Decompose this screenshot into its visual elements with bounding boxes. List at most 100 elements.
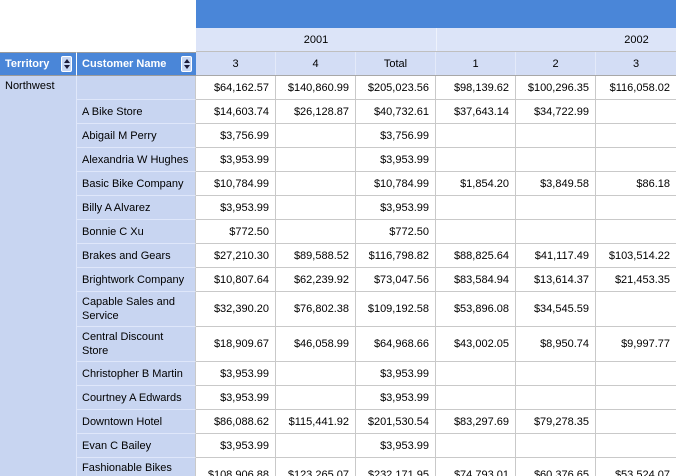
value-cell: $37,643.14	[436, 100, 516, 124]
quarter-header-2002-q1: 1	[436, 52, 516, 75]
value-cell: $3,953.99	[196, 434, 276, 458]
value-cell	[596, 196, 676, 220]
table-row: A Bike Store $14,603.74 $26,128.87 $40,7…	[77, 100, 676, 124]
value-cell: $3,953.99	[356, 434, 436, 458]
value-cell: $40,732.61	[356, 100, 436, 124]
value-cell: $10,784.99	[356, 172, 436, 196]
value-cell	[276, 196, 356, 220]
value-cell: $123,265.07	[276, 458, 356, 476]
table-row: Evan C Bailey $3,953.99 $3,953.99	[77, 434, 676, 458]
sort-asc-icon	[183, 59, 190, 63]
customer-cell: Alexandria W Hughes	[77, 148, 196, 172]
quarter-label: 2	[552, 57, 559, 70]
table-row: Courtney A Edwards $3,953.99 $3,953.99	[77, 386, 676, 410]
value-cell	[276, 148, 356, 172]
customer-column-header[interactable]: Customer Name	[77, 52, 196, 76]
value-cell	[516, 362, 596, 386]
customer-cell: Capable Sales and Service	[77, 292, 196, 327]
territory-group-cell: Northwest	[0, 76, 77, 476]
value-cell: $34,545.59	[516, 292, 596, 327]
value-cell: $13,614.37	[516, 268, 596, 292]
quarter-header-2001-q4: 4	[276, 52, 356, 75]
quarter-label: 3	[632, 57, 640, 70]
value-cell	[436, 196, 516, 220]
value-cell: $10,807.64	[196, 268, 276, 292]
value-cell: $3,756.99	[196, 124, 276, 148]
value-cell	[596, 362, 676, 386]
table-row: Fashionable Bikes and Accessories $108,9…	[77, 458, 676, 476]
value-cell	[436, 220, 516, 244]
value-cell: $205,023.56	[356, 76, 436, 100]
customer-cell: Courtney A Edwards	[77, 386, 196, 410]
value-cell: $201,530.54	[356, 410, 436, 434]
year-label-2002: 2002	[624, 33, 649, 46]
sort-asc-icon	[63, 59, 70, 63]
quarter-header-2001-total: Total	[356, 52, 436, 75]
value-cell: $3,953.99	[356, 386, 436, 410]
value-cell	[596, 100, 676, 124]
value-cell: $3,953.99	[356, 362, 436, 386]
value-cell: $32,390.20	[196, 292, 276, 327]
value-cell	[596, 386, 676, 410]
quarter-header-2002-q3: 3	[596, 52, 676, 75]
value-cell: $14,603.74	[196, 100, 276, 124]
value-cell	[276, 172, 356, 196]
value-cell: $3,756.99	[356, 124, 436, 148]
customer-cell: Billy A Alvarez	[77, 196, 196, 220]
customer-cell: Abigail M Perry	[77, 124, 196, 148]
value-cell: $83,584.94	[436, 268, 516, 292]
value-cell	[516, 434, 596, 458]
value-cell	[436, 148, 516, 172]
value-cell: $86.18	[596, 172, 676, 196]
table-row: Central Discount Store $18,909.67 $46,05…	[77, 327, 676, 362]
value-cell: $53,896.08	[436, 292, 516, 327]
value-cell	[436, 386, 516, 410]
value-cell: $60,376.65	[516, 458, 596, 476]
table-row: Downtown Hotel $86,088.62 $115,441.92 $2…	[77, 410, 676, 434]
value-cell: $1,854.20	[436, 172, 516, 196]
quarter-header-row: 3 4 Total 1 2 3	[196, 52, 676, 76]
value-cell: $64,968.66	[356, 327, 436, 362]
value-cell: $27,210.30	[196, 244, 276, 268]
territory-sort-button[interactable]	[61, 56, 72, 72]
value-cell: $3,953.99	[356, 196, 436, 220]
value-cell	[276, 124, 356, 148]
customer-sort-button[interactable]	[181, 56, 192, 72]
customer-cell: Brightwork Company	[77, 268, 196, 292]
territory-header-label: Territory	[5, 58, 50, 70]
customer-header-label: Customer Name	[82, 58, 167, 70]
territory-column-header[interactable]: Territory	[0, 52, 77, 76]
value-cell: $43,002.05	[436, 327, 516, 362]
table-row: Billy A Alvarez $3,953.99 $3,953.99	[77, 196, 676, 220]
table-row: $64,162.57 $140,860.99 $205,023.56 $98,1…	[77, 76, 676, 100]
value-cell	[276, 434, 356, 458]
quarter-header-2001-q3: 3	[196, 52, 276, 75]
value-cell: $772.50	[356, 220, 436, 244]
value-cell: $9,997.77	[596, 327, 676, 362]
value-cell	[596, 148, 676, 172]
value-cell	[516, 148, 596, 172]
year-group-2001: 2001	[196, 28, 436, 51]
value-cell	[596, 124, 676, 148]
value-cell: $21,453.35	[596, 268, 676, 292]
value-cell: $83,297.69	[436, 410, 516, 434]
value-cell: $3,849.58	[516, 172, 596, 196]
value-cell	[436, 434, 516, 458]
table-row: Christopher B Martin $3,953.99 $3,953.99	[77, 362, 676, 386]
value-cell	[596, 220, 676, 244]
value-cell	[516, 196, 596, 220]
value-cell	[276, 220, 356, 244]
customer-cell: Christopher B Martin	[77, 362, 196, 386]
value-cell: $100,296.35	[516, 76, 596, 100]
value-cell: $108,906.88	[196, 458, 276, 476]
value-cell	[516, 386, 596, 410]
value-cell: $34,722.99	[516, 100, 596, 124]
table-row: Basic Bike Company $10,784.99 $10,784.99…	[77, 172, 676, 196]
value-cell: $73,047.56	[356, 268, 436, 292]
value-cell	[276, 362, 356, 386]
customer-cell: Evan C Bailey	[77, 434, 196, 458]
value-cell	[596, 434, 676, 458]
value-cell	[436, 362, 516, 386]
value-cell: $89,588.52	[276, 244, 356, 268]
